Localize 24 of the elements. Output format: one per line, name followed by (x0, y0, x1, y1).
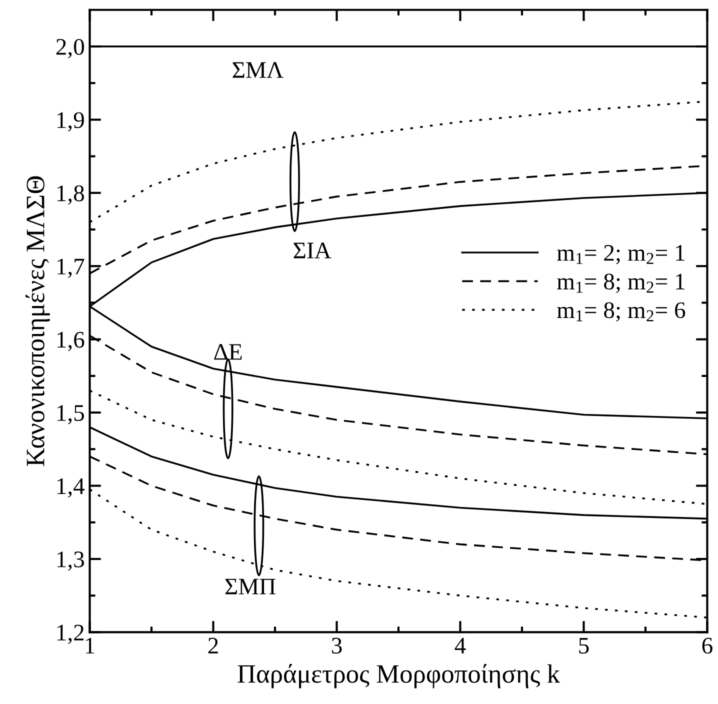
y-tick-label: 1,7 (57, 258, 84, 278)
y-tick-label: 1,9 (57, 112, 84, 132)
annotation: ΣΙΑ (294, 242, 332, 258)
annotation: ΔΕ (214, 344, 242, 360)
y-tick-label: 1,2 (57, 624, 84, 644)
y-tick-label: 1,8 (57, 185, 84, 205)
x-tick-label: 3 (332, 638, 342, 654)
y-tick-label: 1,6 (57, 332, 84, 352)
annotation: ΣΜΠ (225, 578, 276, 594)
x-tick-label: 2 (208, 638, 218, 654)
x-tick-label: 4 (454, 638, 466, 654)
legend-label: m$_{1}$= 2; m$_{2}$= 1 (557, 244, 684, 264)
x-tick-label: 1 (86, 638, 94, 654)
x-tick-label: 6 (702, 638, 712, 654)
x-tick-label: 5 (579, 638, 589, 654)
y-tick-label: 2,0 (56, 38, 84, 58)
legend-label: m$_{1}$= 8; m$_{2}$= 1 (557, 274, 684, 293)
y-tick-label: 1,3 (57, 552, 84, 571)
legend-label: m$_{1}$= 8; m$_{2}$= 6 (557, 302, 686, 322)
annotation: ΣΜΛ (232, 62, 284, 78)
y-tick-label: 1,5 (57, 405, 84, 424)
y-tick-label: 1,4 (57, 478, 85, 498)
x-axis-title: Παράμετρος Μορφοποίησης k (238, 664, 560, 688)
y-axis-title: Κανονικοποιημένες ΜΛΣΘ (26, 176, 50, 466)
